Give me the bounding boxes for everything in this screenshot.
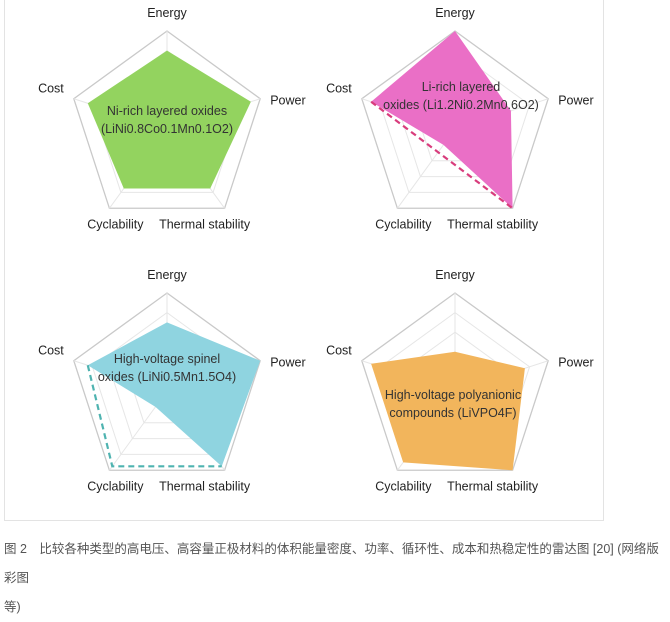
radar-chart-4: Energy Power Thermal stability Cyclability C… [326,268,594,493]
axis-label-power: Power [558,356,593,370]
axis-label-cyclability: Cyclability [87,217,144,231]
axis-label-cyclability: Cyclability [375,217,432,231]
axis-label-cost: Cost [38,344,64,358]
chart-title-line: Li-rich layered [422,80,501,94]
caption-line-1: 图 2 比较各种类型的高电压、高容量正极材料的体积能量密度、功率、循环性、成本和… [4,535,668,593]
axis-label-power: Power [270,94,305,108]
axis-label-cost: Cost [326,82,352,96]
axis-label-cyclability: Cyclability [87,479,144,493]
axis-label-energy: Energy [147,268,187,282]
axis-label-cost: Cost [326,344,352,358]
figure-frame: Energy Power Thermal stability Cyclability C… [4,0,604,521]
chart-title-line: oxides (Li1.2Ni0.2Mn0.6O2) [383,98,539,112]
chart-title-line: compounds (LiVPO4F) [389,406,516,420]
figure-caption: 图 2 比较各种类型的高电压、高容量正极材料的体积能量密度、功率、循环性、成本和… [4,535,668,622]
axis-label-cyclability: Cyclability [375,479,432,493]
axis-label-cost: Cost [38,82,64,96]
axis-label-power: Power [270,356,305,370]
data-area [88,322,260,466]
radar-chart-3: Energy Power Thermal stability Cyclability C… [38,268,306,493]
chart-title-line: (LiNi0.8Co0.1Mn0.1O2) [101,122,233,136]
axis-label-energy: Energy [435,6,475,20]
axis-label-thermal-stability: Thermal stability [159,217,251,231]
radar-chart-2: Energy Power Thermal stability Cyclability C… [326,6,594,231]
radar-chart-1: Energy Power Thermal stability Cyclability C… [38,6,306,231]
chart-title-line: oxides (LiNi0.5Mn1.5O4) [98,370,236,384]
axis-label-thermal-stability: Thermal stability [447,217,539,231]
caption-line-2: 等) [4,593,668,622]
axis-label-thermal-stability: Thermal stability [447,479,539,493]
axis-label-energy: Energy [147,6,187,20]
axis-label-energy: Energy [435,268,475,282]
axis-label-thermal-stability: Thermal stability [159,479,251,493]
chart-title-line: High-voltage spinel [114,352,220,366]
chart-title-line: High-voltage polyanionic [385,388,521,402]
axis-label-power: Power [558,94,593,108]
radar-charts: Energy Power Thermal stability Cyclability C… [5,0,605,522]
chart-title-line: Ni-rich layered oxides [107,104,227,118]
